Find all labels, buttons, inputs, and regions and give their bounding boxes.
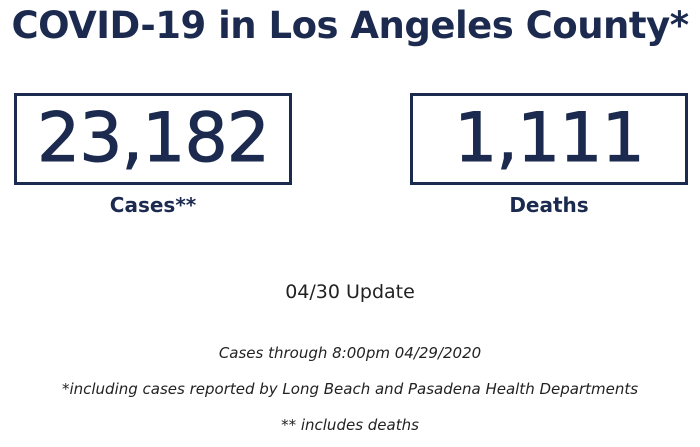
cases-through-note: Cases through 8:00pm 04/29/2020 bbox=[218, 344, 482, 362]
including-note: *including cases reported by Long Beach … bbox=[61, 380, 639, 398]
deaths-label: Deaths bbox=[509, 193, 589, 217]
includes-deaths-note: ** includes deaths bbox=[281, 416, 419, 434]
page-title: COVID-19 in Los Angeles County* bbox=[11, 4, 689, 47]
update-date: 04/30 Update bbox=[285, 281, 415, 303]
cases-box: 23,182 bbox=[14, 93, 292, 185]
deaths-count: 1,111 bbox=[454, 99, 646, 178]
deaths-box: 1,111 bbox=[410, 93, 688, 185]
cases-count: 23,182 bbox=[37, 99, 271, 178]
cases-label: Cases** bbox=[109, 193, 197, 217]
